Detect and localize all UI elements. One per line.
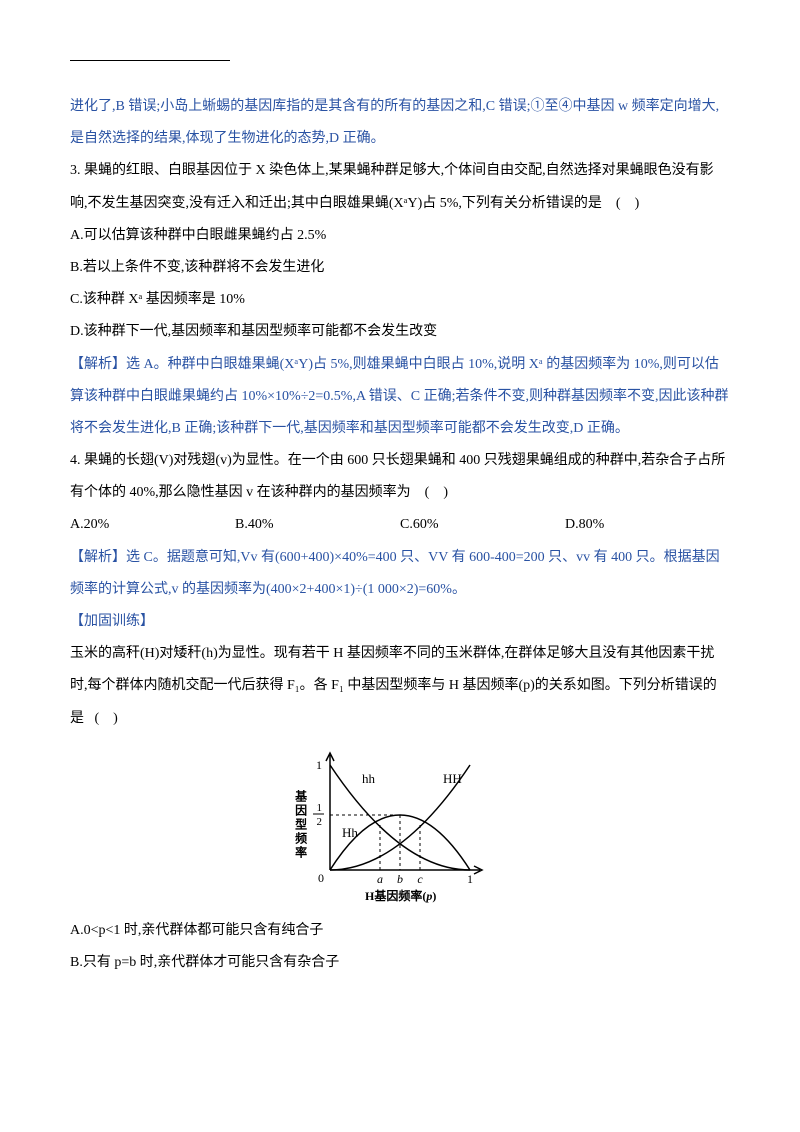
label-Hh: Hh bbox=[342, 825, 358, 840]
q3-opt-c: C.该种群 Xᵃ 基因频率是 10% bbox=[70, 284, 730, 316]
para-1: 进化了,B 错误;小岛上蜥蜴的基因库指的是其含有的所有的基因之和,C 错误;①至… bbox=[70, 91, 730, 155]
q4-options: A.20% B.40% C.60% D.80% bbox=[70, 509, 730, 541]
ytick-half-den: 2 bbox=[317, 816, 323, 828]
ext-opt-a: A.0<p<1 时,亲代群体都可能只含有纯合子 bbox=[70, 915, 730, 947]
q4-opt-a: A.20% bbox=[70, 509, 235, 541]
label-hh: hh bbox=[362, 771, 376, 786]
q3-opt-b: B.若以上条件不变,该种群将不会发生进化 bbox=[70, 252, 730, 284]
q3-opt-d: D.该种群下一代,基因频率和基因型频率可能都不会发生改变 bbox=[70, 316, 730, 348]
analysis-4: 【解析】选 C。据题意可知,Vv 有(600+400)×40%=400 只、VV… bbox=[70, 542, 730, 606]
analysis-3: 【解析】选 A。种群中白眼雄果蝇(XᵃY)占 5%,则雄果蝇中白眼占 10%,说… bbox=[70, 349, 730, 446]
xtick-1: 1 bbox=[467, 872, 473, 886]
q4-opt-b: B.40% bbox=[235, 509, 400, 541]
extra-title: 【加固训练】 bbox=[70, 606, 730, 638]
q3-opt-a: A.可以估算该种群中白眼雌果蝇约占 2.5% bbox=[70, 220, 730, 252]
origin-0: 0 bbox=[318, 871, 324, 885]
q4-opt-d: D.80% bbox=[565, 509, 730, 541]
q4-opt-c: C.60% bbox=[400, 509, 565, 541]
ext-opt-b: B.只有 p=b 时,亲代群体才可能只含有杂合子 bbox=[70, 947, 730, 979]
label-HH: HH bbox=[443, 771, 462, 786]
x-axis-label: H基因频率(p) bbox=[365, 883, 436, 911]
ytick-half-num: 1 bbox=[317, 802, 323, 814]
ytick-1: 1 bbox=[316, 758, 322, 772]
hw-chart: 基因型频率 1 1 2 0 a b c 1 hh HH Hh bbox=[300, 745, 500, 905]
q3-stem: 3. 果蝇的红眼、白眼基因位于 X 染色体上,某果蝇种群足够大,个体间自由交配,… bbox=[70, 155, 730, 219]
header-rule bbox=[70, 60, 230, 61]
extra-stem: 玉米的高秆(H)对矮秆(h)为显性。现有若干 H 基因频率不同的玉米群体,在群体… bbox=[70, 638, 730, 735]
q4-stem: 4. 果蝇的长翅(V)对残翅(v)为显性。在一个由 600 只长翅果蝇和 400… bbox=[70, 445, 730, 509]
y-axis-label: 基因型频率 bbox=[286, 790, 314, 860]
